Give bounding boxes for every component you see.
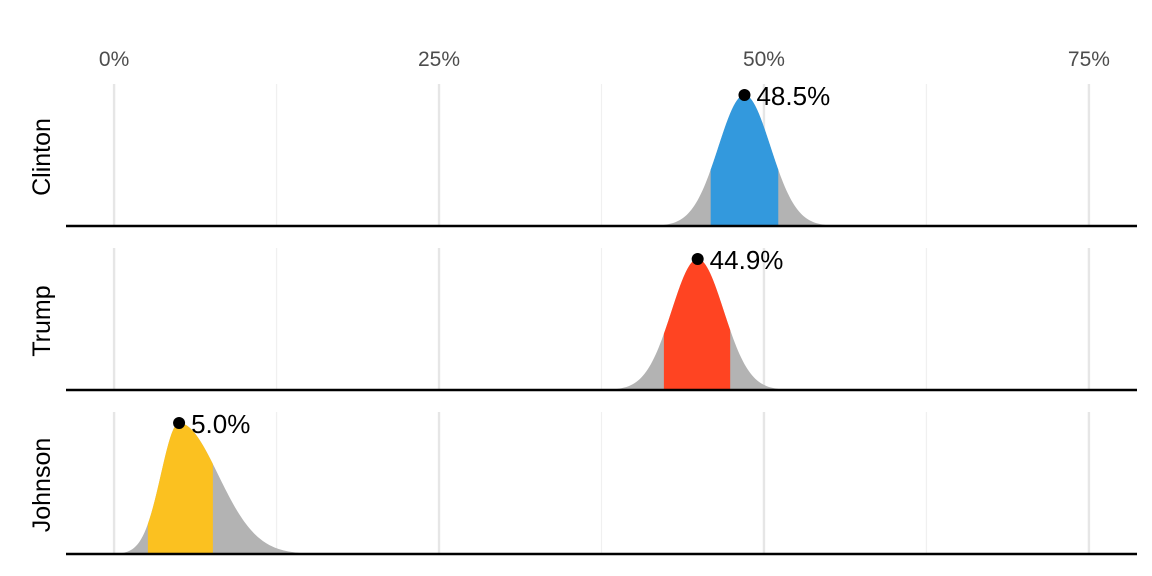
interval-area xyxy=(663,259,731,390)
estimate-point xyxy=(738,89,751,101)
row-label: Trump xyxy=(28,285,56,356)
gridlines xyxy=(112,84,1091,554)
x-tick-label: 0% xyxy=(99,48,129,71)
x-axis-tick-labels: 0% 25% 50% 75% xyxy=(99,48,1110,71)
interval-area xyxy=(710,95,779,226)
estimate-label: 44.9% xyxy=(710,245,784,275)
panel-johnson: 5.0% Johnson xyxy=(28,409,1137,556)
x-tick-label: 25% xyxy=(418,48,460,71)
distribution-tails xyxy=(113,423,320,554)
estimate-point xyxy=(691,253,704,265)
interval-area xyxy=(147,423,213,554)
x-tick-label: 75% xyxy=(1068,48,1110,71)
row-label: Clinton xyxy=(28,118,56,196)
x-tick-label: 50% xyxy=(743,48,785,71)
estimate-label: 48.5% xyxy=(756,81,830,111)
panel-clinton: 48.5% Clinton xyxy=(28,81,1137,228)
panel-trump: 44.9% Trump xyxy=(28,245,1137,392)
candidate-panels: 48.5% Clinton 44.9% Trump 5.0% Johnson xyxy=(28,81,1137,556)
estimate-point xyxy=(173,417,186,429)
estimate-label: 5.0% xyxy=(191,409,250,439)
row-label: Johnson xyxy=(28,438,56,533)
